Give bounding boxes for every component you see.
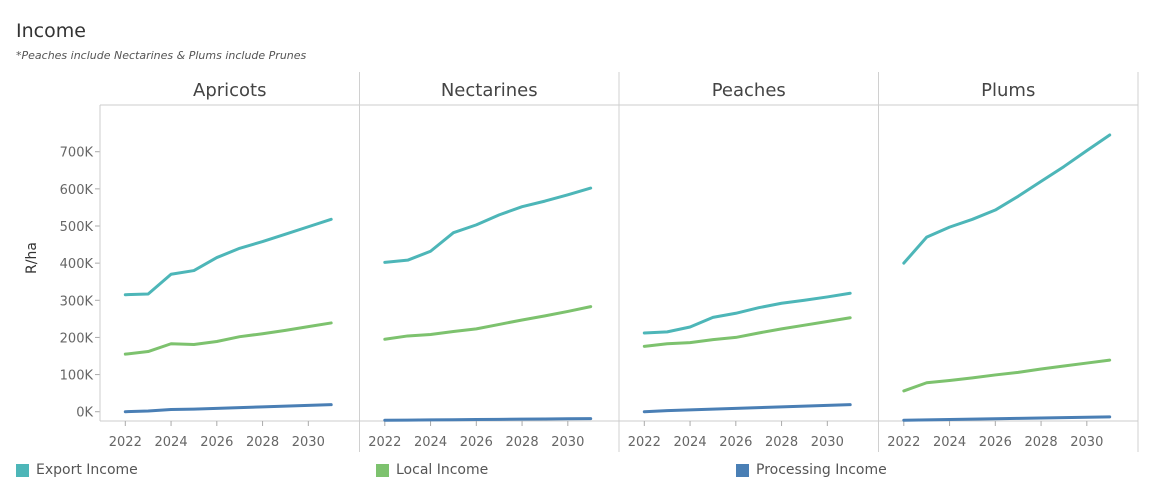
x-tick-label: 2024 — [674, 435, 707, 450]
series-line-export — [642, 291, 852, 335]
panel-title: Peaches — [712, 80, 786, 101]
series-line-local — [642, 316, 852, 348]
x-tick-label: 2024 — [414, 435, 447, 450]
series-line-local — [383, 305, 593, 341]
y-tick-label: 500K — [60, 220, 94, 235]
panel-title: Plums — [981, 80, 1035, 101]
x-tick-label: 2030 — [292, 435, 325, 450]
x-tick-label: 2030 — [811, 435, 844, 450]
series-line-processing — [902, 415, 1112, 422]
legend-label-processing: Processing Income — [756, 462, 887, 478]
income-chart: R/ha 0K 100K 200K 300K 400K 500K 600K 700K Aprico… — [24, 72, 1139, 452]
legend-swatch-processing — [736, 463, 749, 477]
legend-label-local: Local Income — [396, 462, 489, 478]
y-tick-label: 600K — [60, 183, 94, 198]
y-tick-label: 200K — [60, 331, 94, 346]
series-line-processing — [642, 403, 852, 414]
x-tick-label: 2022 — [368, 435, 401, 450]
panel-title: Nectarines — [441, 80, 538, 101]
x-tick-label: 2026 — [979, 435, 1012, 450]
series-line-export — [902, 133, 1112, 265]
legend-swatch-export — [16, 463, 29, 477]
y-axis-label: R/ha — [24, 242, 40, 274]
series-line-local — [902, 358, 1112, 393]
y-tick-label: 100K — [60, 369, 94, 384]
series-line-processing — [383, 417, 593, 422]
x-tick-label: 2028 — [1025, 435, 1058, 450]
x-tick-label: 2026 — [460, 435, 493, 450]
x-tick-label: 2028 — [765, 435, 798, 450]
y-tick-label: 0K — [76, 406, 93, 421]
x-tick-label: 2030 — [551, 435, 584, 450]
x-tick-label: 2026 — [719, 435, 752, 450]
x-tick-label: 2028 — [506, 435, 539, 450]
x-tick-label: 2030 — [1070, 435, 1103, 450]
chart-subtitle: *Peaches include Nectarines & Plums incl… — [16, 49, 307, 62]
legend-item-processing[interactable]: Processing Income — [736, 462, 887, 478]
y-tick-label: 400K — [60, 257, 94, 272]
chart-title: Income — [16, 20, 86, 42]
series-line-export — [123, 217, 333, 297]
legend-item-export[interactable]: Export Income — [16, 462, 138, 478]
x-tick-label: 2022 — [109, 435, 142, 450]
y-tick-label: 300K — [60, 294, 94, 309]
series-line-processing — [123, 403, 333, 414]
series-line-export — [383, 186, 593, 264]
y-tick-label: 700K — [60, 146, 94, 161]
series-line-local — [123, 321, 333, 356]
legend-label-export: Export Income — [36, 462, 138, 478]
x-tick-label: 2024 — [155, 435, 188, 450]
x-tick-label: 2026 — [200, 435, 233, 450]
legend-swatch-local — [376, 463, 389, 477]
x-tick-label: 2022 — [628, 435, 661, 450]
x-tick-label: 2022 — [887, 435, 920, 450]
x-tick-label: 2024 — [933, 435, 966, 450]
x-tick-label: 2028 — [246, 435, 279, 450]
legend-item-local[interactable]: Local Income — [376, 462, 488, 478]
panel-title: Apricots — [193, 80, 267, 101]
